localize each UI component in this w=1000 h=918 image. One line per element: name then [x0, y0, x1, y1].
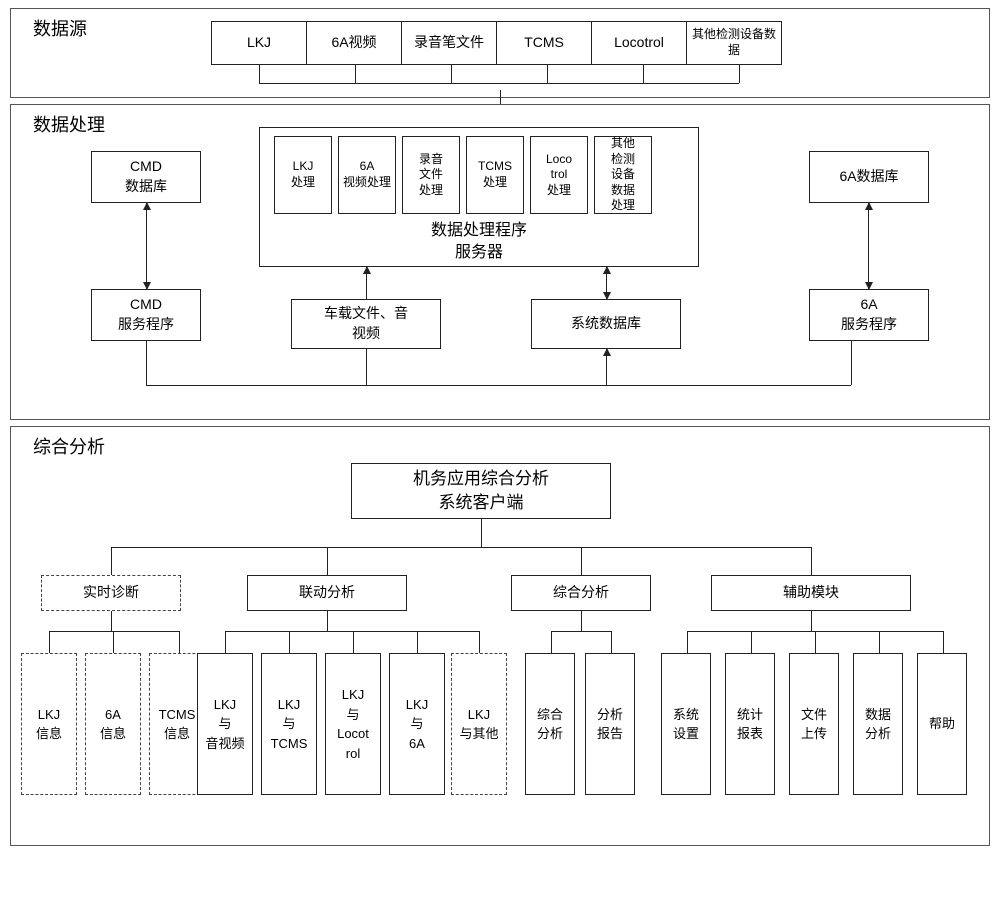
cat-comp: 综合分析 [511, 575, 651, 611]
analysis-section: 综合分析 机务应用综合分析 系统客户端 实时诊断 联动分析 综合分析 辅助模块 [10, 426, 990, 846]
src-6a: 6A视频 [306, 21, 402, 65]
proc-lkj: LKJ 处理 [274, 136, 332, 214]
cmd-db: CMD 数据库 [91, 151, 201, 203]
cmd-svc: CMD 服务程序 [91, 289, 201, 341]
src-other: 其他检测设备数据 [686, 21, 782, 65]
sec3-title: 综合分析 [29, 433, 109, 459]
src-lkj: LKJ [211, 21, 307, 65]
cat-realtime: 实时诊断 [41, 575, 181, 611]
src-locotrol: Locotrol [591, 21, 687, 65]
link-other: LKJ 与其他 [451, 653, 507, 795]
link-loco: LKJ 与 Locot rol [325, 653, 381, 795]
link-av: LKJ 与 音视频 [197, 653, 253, 795]
comp-analysis: 综合 分析 [525, 653, 575, 795]
aux-upload: 文件 上传 [789, 653, 839, 795]
cat-aux: 辅助模块 [711, 575, 911, 611]
cat-link: 联动分析 [247, 575, 407, 611]
link-tcms: LKJ 与 TCMS [261, 653, 317, 795]
comp-report: 分析 报告 [585, 653, 635, 795]
rt-lkj: LKJ 信息 [21, 653, 77, 795]
server-label: 服务器 [455, 238, 503, 262]
sec2-title: 数据处理 [29, 111, 109, 137]
src-tcms: TCMS [496, 21, 592, 65]
rt-6a: 6A 信息 [85, 653, 141, 795]
sys-db: 系统数据库 [531, 299, 681, 349]
client-box: 机务应用综合分析 系统客户端 [351, 463, 611, 519]
proc-rec: 录音 文件 处理 [402, 136, 460, 214]
aux-stats: 统计 报表 [725, 653, 775, 795]
sec1-title: 数据源 [29, 15, 91, 41]
sixa-svc: 6A 服务程序 [809, 289, 929, 341]
proc-6a: 6A 视频处理 [338, 136, 396, 214]
proc-loco: Loco trol 处理 [530, 136, 588, 214]
aux-settings: 系统 设置 [661, 653, 711, 795]
data-processing-section: 数据处理 LKJ 处理 6A 视频处理 录音 文件 处理 TCMS 处理 Loc… [10, 104, 990, 420]
data-source-row: LKJ 6A视频 录音笔文件 TCMS Locotrol 其他检测设备数据 [211, 21, 781, 65]
data-source-section: 数据源 LKJ 6A视频 录音笔文件 TCMS Locotrol 其他检测设备数… [10, 8, 990, 98]
program-label: 数据处理程序 [431, 216, 527, 240]
src-recorder: 录音笔文件 [401, 21, 497, 65]
aux-data: 数据 分析 [853, 653, 903, 795]
server-box: LKJ 处理 6A 视频处理 录音 文件 处理 TCMS 处理 Loco tro… [259, 127, 699, 267]
proc-tcms: TCMS 处理 [466, 136, 524, 214]
proc-other: 其他 检测 设备 数据 处理 [594, 136, 652, 214]
files-av: 车载文件、音 视频 [291, 299, 441, 349]
aux-help: 帮助 [917, 653, 967, 795]
sixa-db: 6A数据库 [809, 151, 929, 203]
link-6a: LKJ 与 6A [389, 653, 445, 795]
